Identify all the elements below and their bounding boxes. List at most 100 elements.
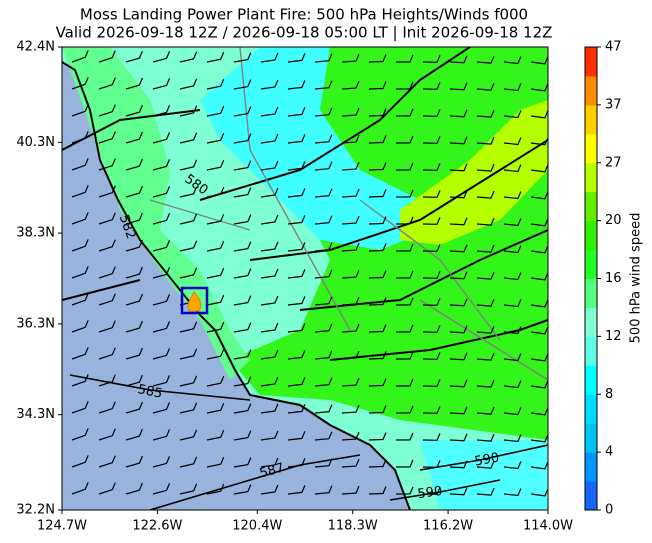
wind-barb [476,433,495,442]
wind-barb [152,429,171,441]
wind-barb [71,347,89,360]
wind-barb [179,483,198,495]
wind-barb [314,350,333,360]
wind-barb [314,80,333,90]
wind-barb [476,406,495,415]
colorbar-label: 500 hPa wind speed [629,213,644,344]
wind-barb [125,320,143,333]
wind-barb [449,487,468,496]
wind-barb [476,352,495,361]
contour-label: 590 [417,484,444,502]
wind-barb [503,110,522,119]
wind-barb [476,325,495,334]
wind-barb [260,79,279,90]
wind-barb [125,212,143,225]
wind-barb [476,55,495,64]
wind-barb [98,50,116,63]
wind-barb [449,82,468,91]
wind-barb [530,326,548,335]
wind-barb [368,486,387,495]
wind-barb [179,213,198,225]
wind-barb [287,215,306,225]
wind-barb [152,375,171,387]
wind-barb [179,321,198,333]
wind-barb [476,487,495,496]
wind-barb [233,133,252,144]
wind-barb [152,105,171,117]
wind-barb [395,270,414,279]
wind-barb [287,269,306,279]
wind-barb [422,433,441,441]
wind-barb [233,403,252,414]
wind-barb [314,404,333,414]
wind-barb [395,189,414,198]
wind-barb [395,162,414,171]
wind-barb [206,456,225,468]
wind-barb [260,484,279,495]
wind-barb [368,81,387,90]
wind-barb [98,266,116,279]
wind-barb [422,379,441,387]
wind-barb [287,80,306,90]
wind-barb [287,431,306,441]
y-tick-label: 36.3N [16,316,55,331]
wind-barb [368,405,387,414]
wind-barb [71,131,89,144]
wind-barb [287,350,306,360]
wind-barb [449,163,468,172]
wind-barb [287,404,306,414]
wind-barb [233,484,252,495]
wind-barb [314,215,333,225]
colorbar-band [585,452,597,482]
wind-barb [449,271,468,280]
wind-barb [476,82,495,91]
wind-barb [314,161,333,171]
wind-barb [368,378,387,387]
wind-barb [449,190,468,199]
wind-barb [503,56,522,65]
wind-barb [98,320,116,333]
wind-barb [98,482,116,495]
x-tick-label: 114.0W [523,519,573,534]
title: Moss Landing Power Plant Fire: 500 hPa H… [80,6,528,24]
wind-barb [152,51,171,63]
wind-barb [368,243,387,252]
wind-barb [260,187,279,198]
wind-barb [260,52,279,63]
wind-barb [98,428,116,441]
wind-barb [341,80,360,90]
wind-barb [260,430,279,441]
colorbar-band [585,481,597,511]
wind-barb [152,132,171,144]
wind-barb [503,488,522,497]
wind-barb [152,348,171,360]
wind-barb [395,405,414,414]
wind-barb [233,457,252,468]
wind-barb [503,272,522,281]
wind-barb [503,434,522,443]
wind-barb [152,321,171,333]
x-tick-label: 118.3W [328,519,378,534]
wind-barb [341,431,360,441]
wind-barb [368,162,387,171]
wind-barb [530,245,548,254]
colorbar-tick-label: 4 [605,445,613,460]
wind-barb [287,296,306,306]
wind-barb [395,297,414,306]
wind-barb [206,78,225,90]
wind-barb [476,244,495,253]
colorbar-tick-label: 37 [605,97,622,112]
wind-barb [179,456,198,468]
wind-barb [260,268,279,279]
wind-barb [503,137,522,146]
wind-barb [152,456,171,468]
wind-band [62,47,250,380]
wind-barb [71,482,89,495]
wind-barb [314,377,333,387]
wind-barb [503,164,522,173]
wind-barb [341,215,360,225]
wind-barb [314,242,333,252]
wind-barb [260,133,279,144]
wind-barb [422,298,441,306]
wind-barb [206,51,225,63]
